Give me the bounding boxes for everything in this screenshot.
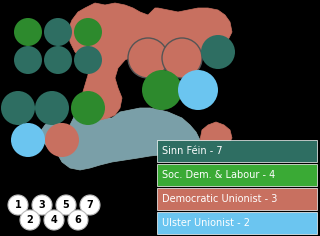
Text: 1: 1 — [15, 200, 21, 210]
Circle shape — [44, 210, 64, 230]
Circle shape — [35, 91, 69, 125]
Polygon shape — [40, 115, 68, 152]
Circle shape — [45, 123, 79, 157]
Bar — [157, 188, 317, 210]
Bar — [157, 164, 317, 186]
Circle shape — [71, 91, 105, 125]
Circle shape — [20, 210, 40, 230]
Text: Ulster Unionist - 2: Ulster Unionist - 2 — [162, 218, 250, 228]
Text: 7: 7 — [87, 200, 93, 210]
Circle shape — [178, 70, 218, 110]
Circle shape — [44, 46, 72, 74]
Circle shape — [142, 70, 182, 110]
Polygon shape — [58, 105, 202, 170]
Circle shape — [162, 38, 202, 78]
Circle shape — [44, 18, 72, 46]
Text: 5: 5 — [63, 200, 69, 210]
Text: Sinn Féin - 7: Sinn Féin - 7 — [162, 146, 223, 156]
Text: Soc. Dem. & Labour - 4: Soc. Dem. & Labour - 4 — [162, 170, 275, 180]
Circle shape — [68, 210, 88, 230]
Bar — [157, 212, 317, 234]
Text: 2: 2 — [27, 215, 33, 225]
Circle shape — [32, 195, 52, 215]
Circle shape — [8, 195, 28, 215]
Text: 4: 4 — [51, 215, 57, 225]
Polygon shape — [68, 3, 232, 120]
Circle shape — [11, 123, 45, 157]
Circle shape — [74, 46, 102, 74]
Bar — [157, 140, 317, 162]
Circle shape — [14, 46, 42, 74]
Circle shape — [14, 18, 42, 46]
Text: 6: 6 — [75, 215, 81, 225]
Circle shape — [128, 38, 168, 78]
Circle shape — [74, 18, 102, 46]
Text: 3: 3 — [39, 200, 45, 210]
Circle shape — [1, 91, 35, 125]
Text: Democratic Unionist - 3: Democratic Unionist - 3 — [162, 194, 277, 204]
Circle shape — [56, 195, 76, 215]
Polygon shape — [200, 122, 232, 148]
Circle shape — [80, 195, 100, 215]
Circle shape — [201, 35, 235, 69]
